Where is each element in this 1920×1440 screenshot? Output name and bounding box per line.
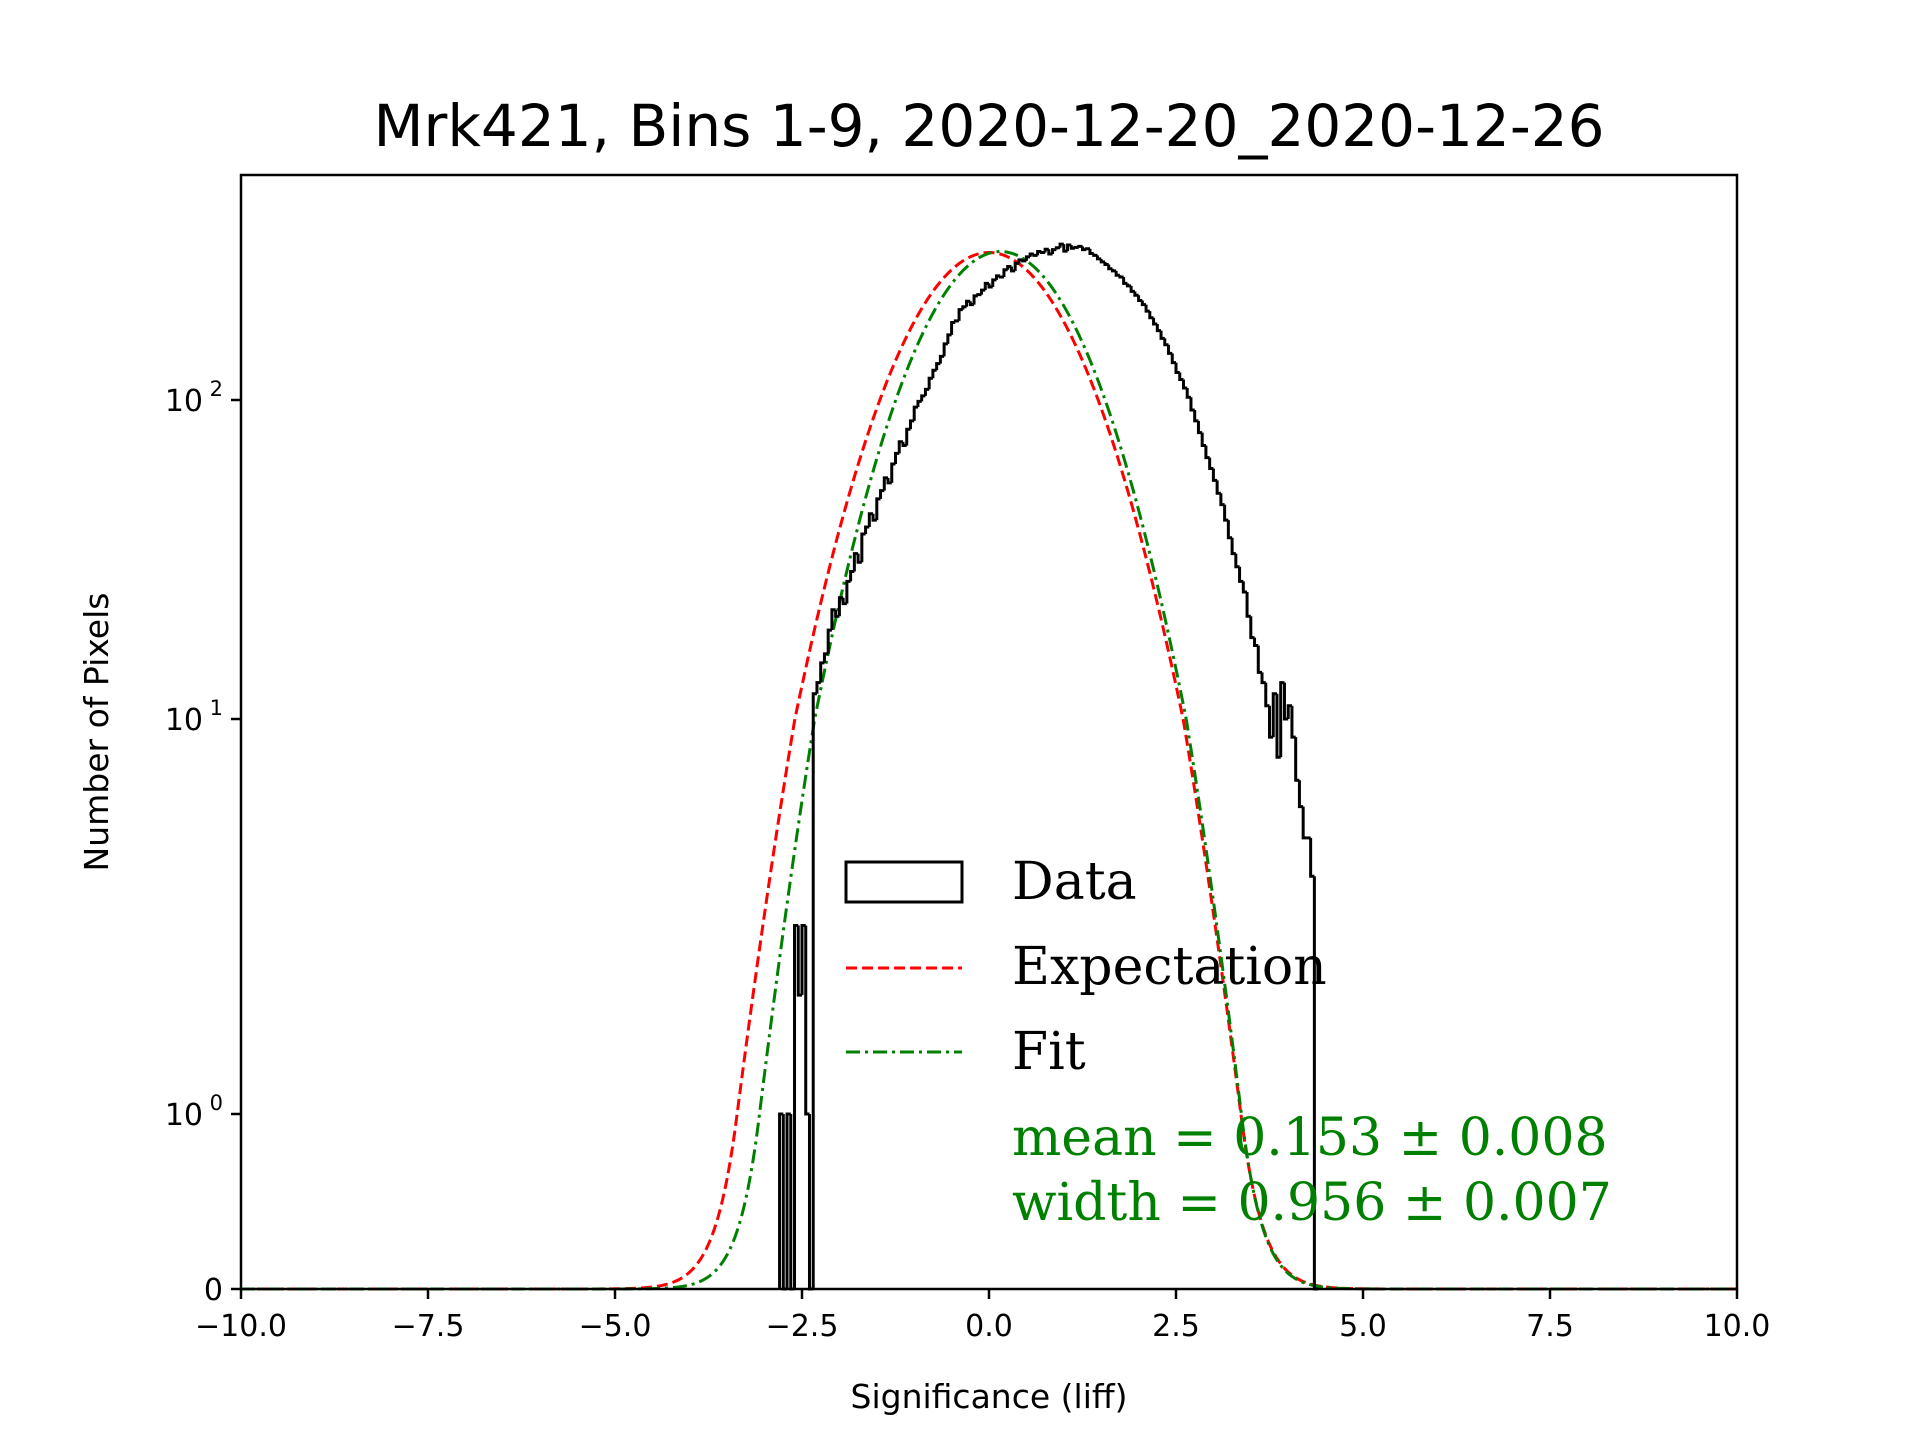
histogram-bin: [1301, 806, 1307, 840]
y-axis: 0 10 0 10 1 10 2: [165, 377, 241, 1308]
legend-label-fit: Fit: [1012, 1022, 1086, 1082]
histogram-bin: [976, 293, 982, 297]
x-tick-label: −5.0: [579, 1309, 652, 1344]
legend-swatch-data: [844, 860, 964, 904]
y-tick-label: 10: [165, 703, 203, 738]
x-tick-label: 5.0: [1339, 1309, 1387, 1344]
mean-annotation: mean = 0.153 ± 0.008: [1012, 1108, 1608, 1168]
y-tick-exponent: 2: [210, 377, 223, 401]
y-tick-exponent: 0: [210, 1091, 223, 1115]
histogram-bin: [953, 319, 960, 323]
y-tick-label: 10: [165, 384, 203, 419]
width-annotation: width = 0.956 ± 0.007: [1012, 1173, 1612, 1233]
legend-label-expectation: Expectation: [1012, 937, 1327, 997]
legend-entry-fit: Fit: [846, 1022, 1086, 1082]
axes-background: [241, 175, 1737, 1289]
legend-entry-data: Data: [844, 852, 1137, 912]
legend: Data Expectation Fit: [844, 852, 1327, 1082]
y-tick-exponent: 1: [210, 696, 223, 720]
histogram-bin: [1118, 275, 1124, 279]
x-tick-label: 10.0: [1704, 1309, 1771, 1344]
y-tick-label: 10: [165, 1098, 203, 1133]
x-tick-label: −2.5: [766, 1309, 839, 1344]
legend-label-data: Data: [1012, 852, 1137, 912]
plot-area: [239, 173, 1739, 1291]
x-tick-label: 7.5: [1526, 1309, 1574, 1344]
x-axis: −10.0 −7.5 −5.0 −2.5 0.0 2.5 5.0 7.5 10.0: [195, 1289, 1770, 1344]
x-axis-label: Significance (liff): [851, 1377, 1128, 1416]
y-tick-label: 0: [204, 1273, 223, 1308]
x-tick-label: 2.5: [1152, 1309, 1200, 1344]
chart-title: Mrk421, Bins 1-9, 2020-12-20_2020-12-26: [373, 92, 1604, 160]
histogram-bin: [1073, 245, 1079, 249]
x-tick-label: −10.0: [195, 1309, 287, 1344]
x-tick-label: −7.5: [392, 1309, 465, 1344]
legend-entry-expectation: Expectation: [846, 937, 1327, 997]
y-axis-label: Number of Pixels: [77, 593, 116, 872]
x-tick-label: 0.0: [965, 1309, 1013, 1344]
